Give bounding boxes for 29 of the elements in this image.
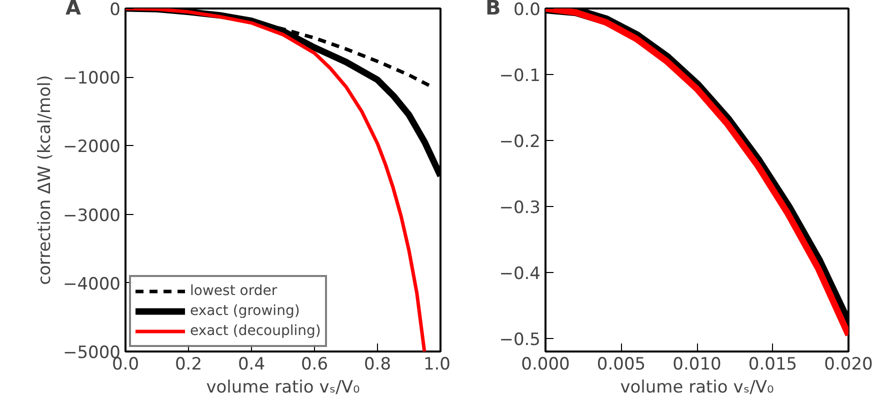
y-tick-label: −3000	[62, 206, 121, 226]
x-axis-title: volume ratio vₛ/V₀	[620, 378, 774, 398]
chart-title: A	[66, 0, 82, 20]
x-tick-label: 0.4	[238, 354, 266, 374]
x-tick-label: 0.015	[748, 354, 798, 374]
legend-label: lowest order	[190, 283, 278, 299]
y-tick-label: 0.0	[513, 0, 541, 20]
x-tick-label: 0.000	[521, 354, 570, 374]
chart-title: B	[486, 0, 501, 20]
x-tick-label: 0.8	[364, 354, 392, 374]
x-tick-label: 0.6	[300, 354, 328, 374]
x-tick-label: 1.0	[423, 354, 451, 374]
legend-label: exact (growing)	[190, 303, 300, 319]
x-tick-label: 0.2	[174, 354, 202, 374]
y-tick-label: −4000	[62, 274, 121, 294]
x-tick-label: 0.005	[596, 354, 646, 374]
y-tick-label: −0.1	[499, 66, 540, 86]
x-tick-label: 0.020	[824, 354, 873, 374]
y-tick-label: 0	[110, 0, 121, 20]
legend-label: exact (decoupling)	[190, 323, 321, 339]
y-tick-label: −0.2	[499, 132, 540, 152]
x-axis-title: volume ratio vₛ/V₀	[206, 378, 360, 398]
x-tick-label: 0.010	[672, 354, 722, 374]
y-axis-title: correction ΔW (kcal/mol)	[34, 75, 55, 285]
y-tick-label: −1000	[62, 68, 121, 89]
y-tick-label: −0.4	[499, 264, 540, 284]
y-tick-label: −0.3	[499, 198, 540, 218]
y-tick-label: −0.5	[499, 330, 540, 350]
y-tick-label: −2000	[62, 137, 121, 158]
